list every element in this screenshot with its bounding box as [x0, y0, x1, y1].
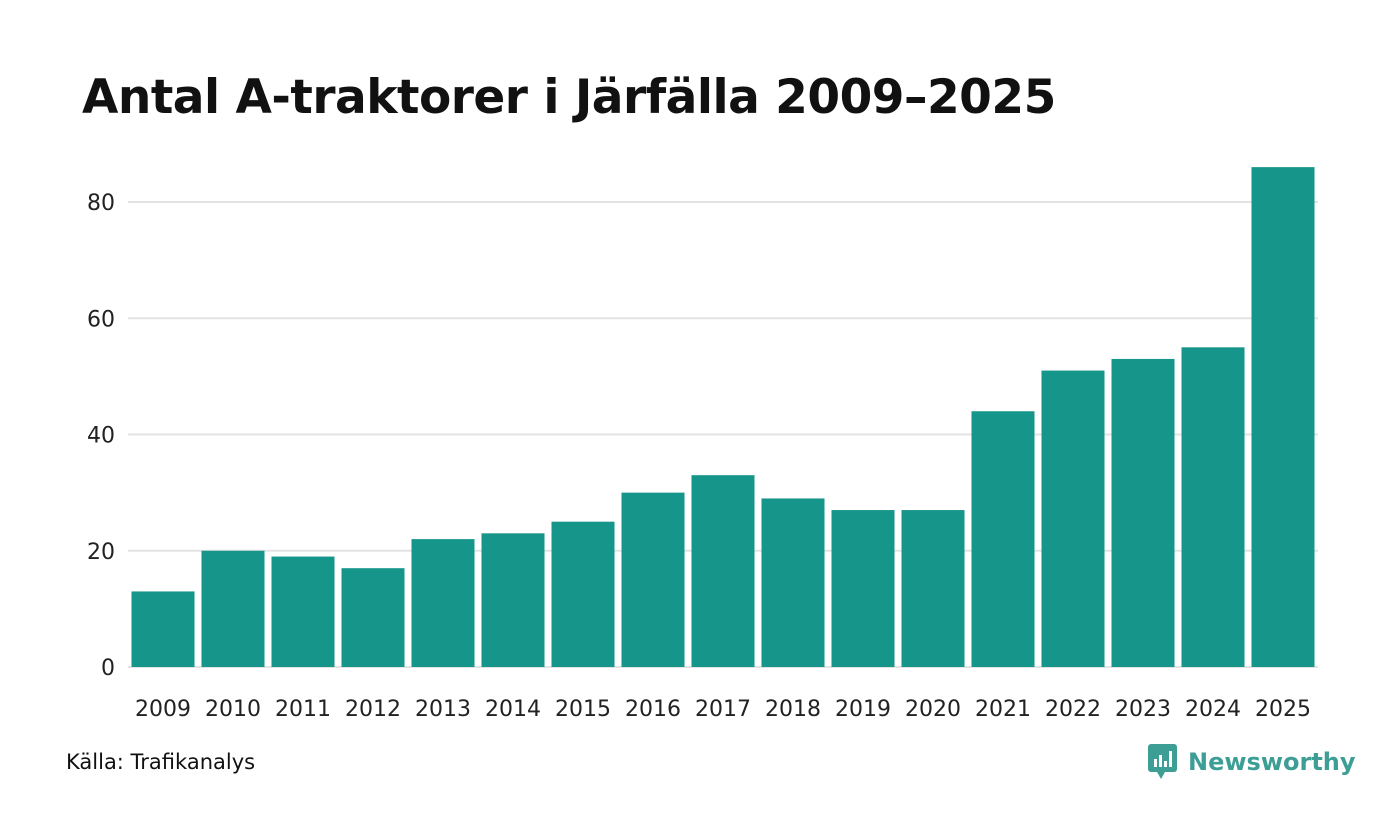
newsworthy-logo-icon — [1148, 744, 1177, 779]
y-tick-label: 80 — [87, 191, 115, 216]
x-tick-label: 2016 — [625, 697, 681, 722]
x-tick-label: 2017 — [695, 697, 751, 722]
x-tick-label: 2011 — [275, 697, 331, 722]
x-tick-label: 2021 — [975, 697, 1031, 722]
bar — [691, 475, 755, 667]
x-tick-label: 2025 — [1255, 697, 1311, 722]
bar — [341, 568, 405, 667]
y-tick-label: 40 — [87, 424, 115, 449]
bar — [1251, 167, 1315, 667]
source-label: Källa: Trafikanalys — [66, 750, 256, 774]
y-tick-label: 20 — [87, 540, 115, 565]
bar — [761, 498, 825, 667]
bar — [481, 533, 545, 667]
x-tick-label: 2015 — [555, 697, 611, 722]
x-tick-label: 2012 — [345, 697, 401, 722]
chart-title: Antal A-traktorer i Järfälla 2009–2025 — [82, 70, 1056, 125]
x-tick-label: 2022 — [1045, 697, 1101, 722]
bar — [201, 550, 265, 667]
x-tick-label: 2020 — [905, 697, 961, 722]
y-tick-label: 60 — [87, 307, 115, 332]
brand-logo[interactable]: Newsworthy — [1148, 744, 1356, 780]
bar — [1111, 358, 1175, 667]
bar — [271, 556, 335, 667]
bar — [971, 411, 1035, 667]
bar — [131, 591, 195, 667]
x-tick-label: 2009 — [135, 697, 191, 722]
y-tick-label: 0 — [101, 656, 115, 681]
x-tick-label: 2013 — [415, 697, 471, 722]
bar — [621, 492, 685, 667]
bar — [901, 510, 965, 667]
bar — [551, 521, 615, 667]
bar — [1181, 347, 1245, 667]
x-tick-label: 2019 — [835, 697, 891, 722]
x-tick-label: 2024 — [1185, 697, 1241, 722]
bar — [411, 539, 475, 667]
x-tick-label: 2018 — [765, 697, 821, 722]
bar — [831, 510, 895, 667]
brand-name: Newsworthy — [1188, 748, 1356, 776]
bar — [1041, 370, 1105, 667]
x-tick-label: 2014 — [485, 697, 541, 722]
x-tick-label: 2023 — [1115, 697, 1171, 722]
x-tick-label: 2010 — [205, 697, 261, 722]
